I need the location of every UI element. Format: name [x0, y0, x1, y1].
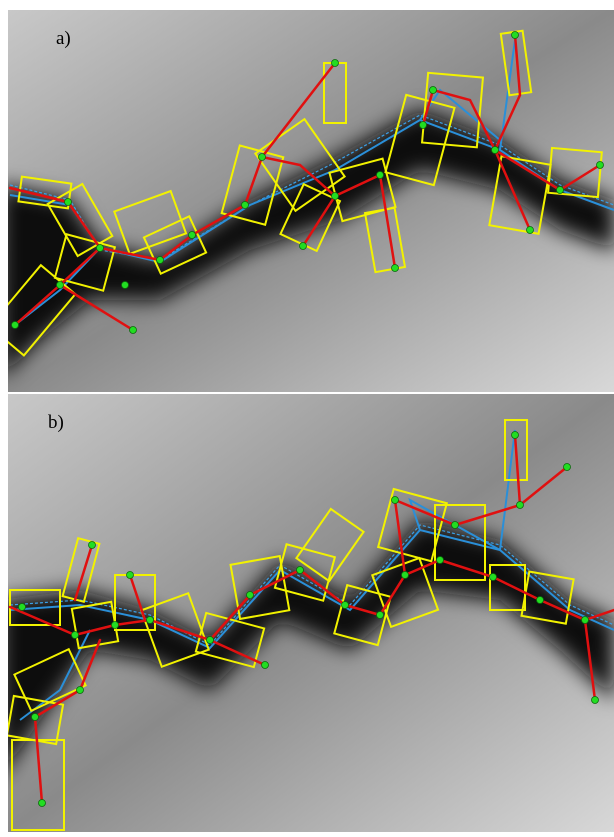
- figure: a): [0, 0, 614, 837]
- panel-b: b): [0, 394, 614, 832]
- panel-label: a): [56, 28, 71, 49]
- panel-label: b): [48, 412, 64, 433]
- panel-a: a): [0, 10, 614, 392]
- page: a): [0, 0, 614, 837]
